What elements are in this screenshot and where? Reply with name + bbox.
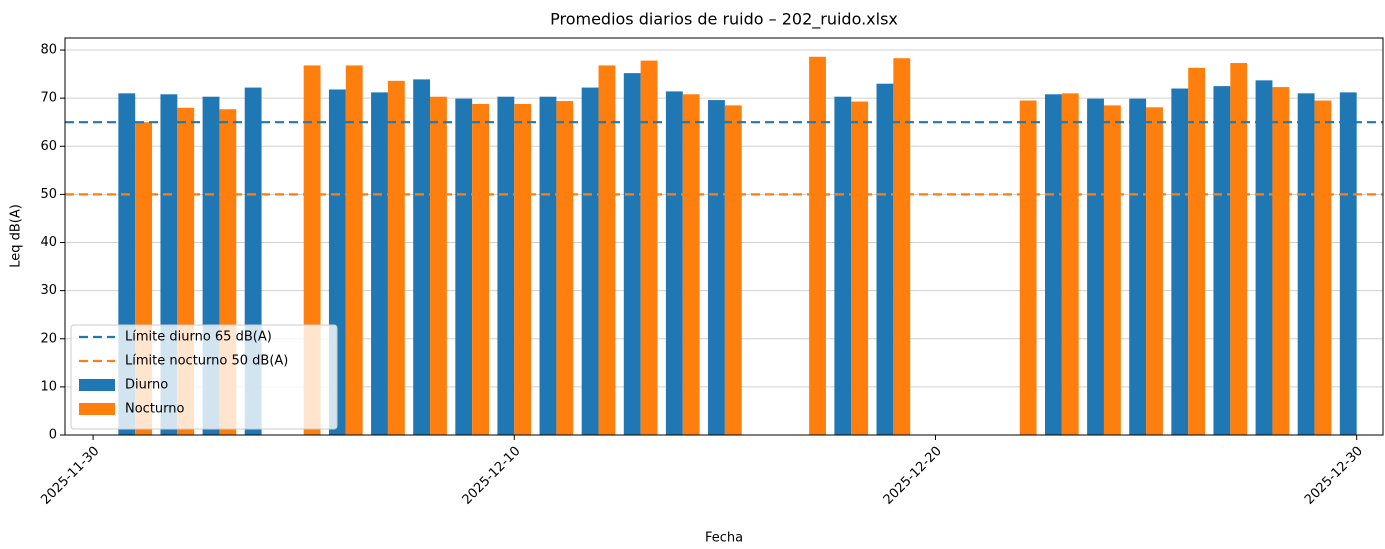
bar [387, 80, 405, 435]
bar [430, 96, 447, 435]
chart-title: Promedios diarios de ruido – 202_ruido.x… [550, 10, 898, 30]
bar [539, 96, 557, 435]
bar [345, 65, 363, 436]
legend-label: Límite diurno 65 dB(A) [125, 330, 272, 345]
bar [708, 100, 725, 436]
bar [640, 60, 658, 435]
bar [455, 98, 473, 436]
bar [1339, 92, 1357, 436]
bar [598, 65, 616, 436]
y-tick-label: 50 [40, 187, 57, 202]
bar [413, 79, 431, 435]
x-tick-label: 2025-12-20 [881, 444, 945, 508]
x-axis-label: Fecha [705, 531, 743, 546]
legend-swatch [79, 403, 115, 415]
bar [1171, 88, 1189, 435]
y-tick-label: 60 [40, 139, 57, 154]
x-tick-label: 2025-11-30 [38, 444, 102, 508]
bar [876, 83, 894, 435]
bar [1230, 63, 1248, 435]
legend-label: Límite nocturno 50 dB(A) [125, 354, 288, 369]
bar [809, 56, 826, 435]
plot-frame [64, 37, 1384, 436]
y-tick-label: 70 [40, 91, 57, 106]
bar [1146, 107, 1163, 435]
bar [1297, 93, 1315, 436]
bar [1255, 80, 1273, 435]
y-tick-label: 0 [49, 428, 57, 443]
bar [682, 94, 700, 435]
bar [1213, 86, 1231, 435]
legend-swatch [79, 379, 115, 391]
legend: Límite diurno 65 dB(A) Límite nocturno 50… [70, 324, 338, 430]
x-tick-label: 2025-12-30 [1302, 444, 1366, 508]
bar [893, 58, 911, 436]
y-axis-label: Leq dB(A) [9, 204, 24, 268]
legend-label: Diurno [125, 378, 168, 393]
bar [581, 87, 599, 435]
y-tick-label: 30 [40, 283, 57, 298]
x-tick-label: 2025-12-10 [460, 444, 524, 508]
bar [1314, 100, 1332, 435]
bar [851, 101, 869, 436]
y-tick-label: 80 [40, 43, 57, 58]
bar [623, 73, 641, 436]
bar [1272, 87, 1290, 436]
bar [497, 96, 515, 435]
bar [556, 101, 574, 435]
y-tick-label: 20 [40, 331, 57, 346]
bar [371, 92, 388, 436]
legend-box [70, 324, 338, 430]
bar [1019, 100, 1037, 435]
legend-label: Nocturno [125, 402, 185, 417]
y-tick-label: 10 [40, 379, 57, 394]
bar [1087, 98, 1104, 436]
bar [1129, 98, 1147, 436]
bar [834, 96, 852, 435]
bar [1103, 105, 1121, 436]
bar [472, 103, 490, 436]
bar [1044, 94, 1062, 435]
bar [724, 105, 742, 436]
bar [1188, 67, 1206, 436]
bar [514, 103, 532, 436]
bar [665, 91, 683, 435]
bar [1061, 93, 1079, 436]
y-tick-label: 40 [40, 235, 57, 250]
